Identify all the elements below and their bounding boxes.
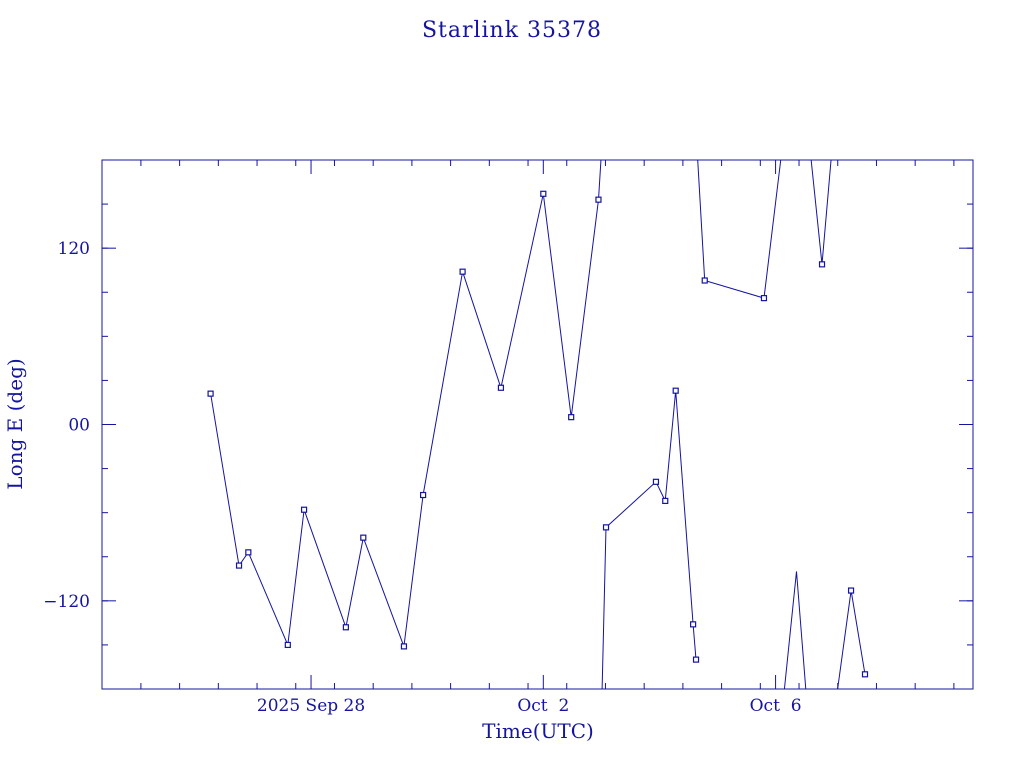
series-segment <box>837 587 869 689</box>
data-point <box>701 277 708 284</box>
x-tick-label: Oct 6 <box>750 696 802 716</box>
data-point <box>760 295 768 302</box>
data-point <box>497 384 505 391</box>
x-axis-label: Time(UTC) <box>482 719 594 743</box>
series-segment <box>783 571 807 689</box>
data-point <box>284 641 291 649</box>
series-segment <box>207 160 602 650</box>
plot-frame <box>101 159 974 690</box>
data-point <box>235 562 243 569</box>
data-point <box>342 624 349 631</box>
series-layer <box>207 160 869 689</box>
x-tick-label: Oct 2 <box>517 696 569 716</box>
tick-labels: 2025 Sep 28 Oct 2 Oct 6 120 00 −120 <box>43 239 801 716</box>
data-point <box>662 497 669 505</box>
x-tick-label: 2025 Sep 28 <box>257 696 365 716</box>
series-line <box>601 390 697 689</box>
y-axis-label: Long E (deg) <box>3 358 27 489</box>
data-point <box>360 534 367 541</box>
chart-title: Starlink 35378 <box>422 18 602 43</box>
data-point <box>245 549 252 556</box>
data-point <box>420 491 427 499</box>
series-line <box>697 160 782 299</box>
series-line <box>810 160 832 265</box>
data-point <box>672 387 679 394</box>
data-point <box>847 587 855 594</box>
data-point <box>652 478 660 485</box>
data-point <box>692 656 700 663</box>
data-point <box>300 506 308 513</box>
y-tick-label: −120 <box>43 592 90 612</box>
series-line <box>783 571 807 689</box>
y-tick-label: 120 <box>58 239 90 259</box>
data-point <box>459 268 466 275</box>
y-tick-label: 00 <box>68 416 90 436</box>
data-point <box>595 196 602 203</box>
data-point <box>540 190 547 197</box>
series-line <box>210 160 602 647</box>
data-point <box>568 414 575 421</box>
series-line <box>837 590 866 689</box>
series-segment <box>601 387 700 689</box>
data-point <box>207 390 214 397</box>
data-point <box>400 643 408 650</box>
axis-ticks <box>102 160 973 689</box>
data-point <box>602 524 610 531</box>
series-segment <box>810 160 832 268</box>
series-segment <box>697 160 782 302</box>
data-point <box>690 621 697 628</box>
data-point <box>861 671 869 678</box>
data-point <box>818 261 826 268</box>
